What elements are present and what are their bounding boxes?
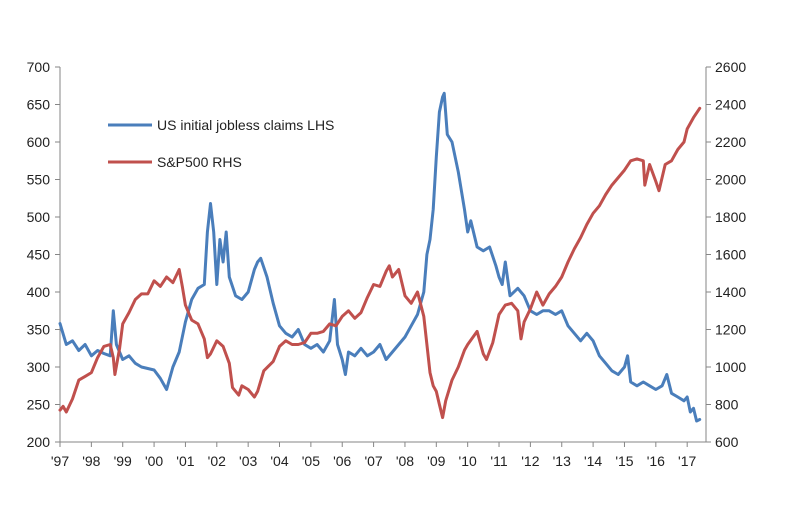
x-tick-label: '07 (364, 453, 382, 469)
left-tick-label: 500 (27, 209, 51, 225)
right-tick-label: 800 (715, 397, 739, 413)
left-axis: 200 250 300 350 400 450 500 550 600 650 700 (27, 59, 60, 450)
left-tick-label: 350 (27, 322, 51, 338)
right-tick-label: 1000 (715, 359, 746, 375)
x-tick-label: '01 (176, 453, 194, 469)
left-tick-label: 300 (27, 359, 51, 375)
right-axis: 600 800 1000 1200 1400 1600 1800 2000 2200 2400 26… (706, 59, 746, 450)
x-tick-label: '16 (647, 453, 665, 469)
x-tick-label: '04 (270, 453, 288, 469)
x-tick-label: '14 (584, 453, 602, 469)
x-axis: '97 '98 '99 '00 '01 '02 '03 '04 '05 '06 '07 '08 '09 '… (51, 442, 697, 469)
x-tick-label: '00 (145, 453, 163, 469)
x-tick-label: '13 (553, 453, 571, 469)
series-layer (58, 91, 702, 423)
left-tick-label: 450 (27, 247, 51, 263)
left-tick-label: 700 (27, 59, 51, 75)
left-tick-label: 250 (27, 397, 51, 413)
right-tick-label: 1600 (715, 247, 746, 263)
right-tick-label: 1400 (715, 284, 746, 300)
right-tick-label: 2200 (715, 134, 746, 150)
x-tick-label: '02 (208, 453, 226, 469)
right-tick-label: 2400 (715, 97, 746, 113)
x-tick-label: '97 (51, 453, 69, 469)
x-tick-label: '10 (459, 453, 477, 469)
left-tick-label: 200 (27, 434, 51, 450)
series-line-sp500 (58, 106, 702, 420)
left-tick-label: 400 (27, 284, 51, 300)
left-tick-label: 650 (27, 97, 51, 113)
right-tick-label: 1800 (715, 209, 746, 225)
right-tick-label: 2600 (715, 59, 746, 75)
right-tick-label: 1200 (715, 322, 746, 338)
legend-label-jobless-claims: US initial jobless claims LHS (157, 117, 334, 133)
series-line-jobless-claims (58, 91, 702, 423)
x-tick-label: '17 (678, 453, 696, 469)
left-tick-label: 600 (27, 134, 51, 150)
right-tick-label: 2000 (715, 172, 746, 188)
x-tick-label: '08 (396, 453, 414, 469)
x-tick-label: '15 (615, 453, 633, 469)
legend: US initial jobless claims LHS S&P500 RHS (108, 117, 334, 170)
x-tick-label: '98 (82, 453, 100, 469)
x-tick-label: '09 (427, 453, 445, 469)
x-tick-label: '12 (521, 453, 539, 469)
x-tick-label: '03 (239, 453, 257, 469)
x-tick-label: '06 (333, 453, 351, 469)
right-tick-label: 600 (715, 434, 739, 450)
x-tick-label: '11 (490, 453, 507, 469)
x-tick-label: '99 (114, 453, 132, 469)
x-tick-label: '05 (302, 453, 320, 469)
legend-label-sp500: S&P500 RHS (157, 154, 242, 170)
left-tick-label: 550 (27, 172, 51, 188)
